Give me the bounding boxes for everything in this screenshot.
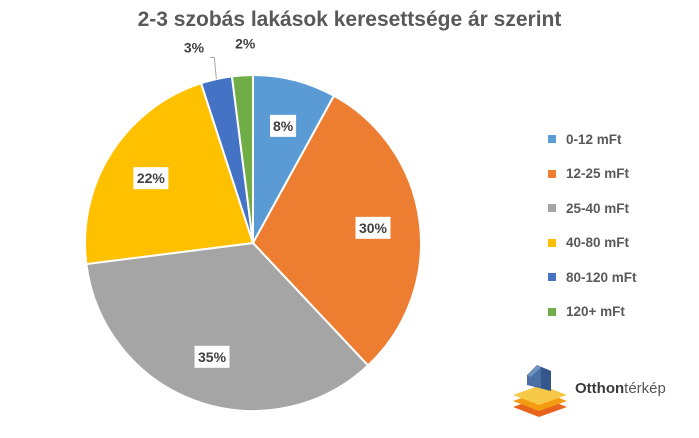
logo-text: Otthontérkép [575, 380, 666, 397]
logo-text-thin: térkép [624, 380, 666, 397]
data-label-box-1 [355, 216, 391, 239]
legend-item-2: 25-40 mFt [548, 199, 637, 217]
legend-label-1: 12-25 mFt [566, 166, 630, 181]
data-label-2: 35% [198, 349, 227, 365]
pie-slice-1 [251, 94, 422, 367]
legend-item-4: 80-120 mFt [548, 268, 637, 286]
pie-slices [84, 73, 422, 412]
chart-title: 2-3 szobás lakások keresettsége ár szeri… [137, 8, 562, 31]
legend: 0-12 mFt 12-25 mFt 25-40 mFt 40-80 mFt 80-12… [548, 130, 637, 337]
legend-label-5: 120+ mFt [566, 304, 625, 319]
legend-swatch-1 [548, 169, 556, 178]
legend-label-3: 40-80 mFt [566, 235, 630, 250]
legend-swatch-3 [548, 238, 556, 247]
data-label-3: 22% [137, 170, 166, 186]
legend-item-5: 120+ mFt [548, 303, 637, 321]
legend-swatch-0 [548, 135, 556, 143]
data-label-box-0 [270, 114, 297, 137]
data-label-box-4 [180, 36, 207, 59]
legend-swatch-2 [548, 204, 556, 212]
data-label-box-2 [194, 345, 230, 368]
data-label-box-5 [232, 32, 259, 55]
data-label-0: 8% [273, 118, 294, 134]
data-label-4: 3% [184, 40, 205, 56]
legend-item-0: 0-12 mFt [548, 130, 637, 148]
data-label-box-3 [133, 167, 169, 190]
otthonterkep-logo: Otthontérkép [505, 355, 695, 425]
leader-line-4 [209, 57, 217, 80]
pie-slice-2 [85, 241, 370, 412]
logo-text-bold: Otthon [575, 380, 625, 397]
legend-swatch-5 [548, 307, 556, 316]
legend-swatch-4 [548, 273, 556, 281]
legend-item-3: 40-80 mFt [548, 234, 637, 252]
legend-label-2: 25-40 mFt [566, 200, 630, 216]
legend-label-4: 80-120 mFt [566, 269, 637, 285]
pie-slice-3 [84, 81, 255, 266]
data-label-1: 30% [359, 220, 388, 236]
pie-slice-5 [230, 73, 254, 244]
house-layers-icon [513, 365, 567, 417]
data-label-5: 2% [235, 35, 256, 51]
leader-lines [209, 57, 217, 80]
legend-item-1: 12-25 mFt [548, 165, 637, 183]
legend-label-0: 0-12 mFt [566, 131, 622, 147]
data-labels: 8% 30% 35% 22% 3% 2% [133, 32, 391, 368]
